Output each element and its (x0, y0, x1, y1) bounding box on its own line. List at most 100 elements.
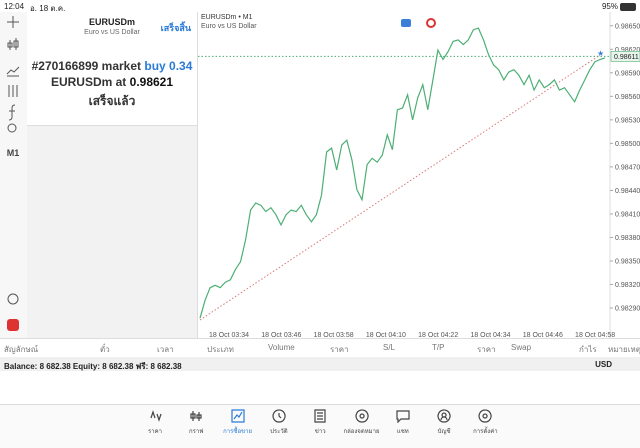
last-price-label: 0.98611 (614, 54, 639, 61)
price-label: 0.98620 (615, 47, 640, 54)
balance: Balance: 8 682.38 Equity: 8 682.38 ฟรี: … (4, 362, 182, 371)
tab-icon (150, 410, 162, 422)
column-header: เวลา (157, 345, 174, 354)
column-header: สัญลักษณ์ (4, 345, 39, 354)
date: อ. 18 ต.ค. (30, 4, 66, 13)
last-price-box (610, 51, 640, 62)
time-label: 18 Oct 03:46 (261, 332, 301, 338)
tab-icon-shape (190, 411, 202, 421)
order-panel: EURUSDm Euro vs US Dollar เสร็จสิ้น #270… (27, 12, 198, 338)
one-click-button[interactable] (426, 18, 436, 28)
tab-label: บัญชี (437, 429, 451, 435)
order-text: #270166899 market (31, 59, 142, 73)
app-icon[interactable] (7, 319, 19, 331)
time: 12:04 (4, 2, 25, 11)
time-label: 18 Oct 03:58 (314, 332, 354, 338)
trade-button[interactable] (401, 19, 411, 27)
tab-bar: ราคา กราฟ การซื้อขาย ประวัติ ข่าว กล่องจดหมาย… (0, 404, 640, 448)
timeframe[interactable]: M1 (7, 148, 20, 158)
function-icon[interactable] (8, 104, 16, 121)
tab[interactable]: ราคา (135, 409, 175, 436)
tab[interactable]: ข่าว (300, 409, 340, 436)
tab[interactable]: แชท (383, 409, 423, 436)
tab-icon (396, 410, 410, 423)
tab-icon-shape (354, 409, 369, 423)
tab-icon (230, 409, 245, 423)
zoom-icon[interactable] (7, 293, 19, 305)
star-marker: ★ (597, 49, 604, 58)
price-label: 0.98380 (615, 235, 640, 242)
tab-label: ราคา (148, 429, 162, 435)
tab[interactable]: บัญชี (424, 409, 464, 436)
price-label: 0.98590 (615, 70, 640, 77)
order-result: เสร็จแล้ว (88, 94, 136, 108)
indicators-icon[interactable] (8, 85, 18, 97)
symbol: EURUSDm (88, 17, 135, 27)
tab[interactable]: การซื้อขาย (218, 409, 258, 436)
column-header: ราคา (477, 345, 496, 354)
price-label: 0.98350 (615, 258, 640, 265)
time-label: 18 Oct 04:34 (470, 332, 510, 338)
price-label: 0.98500 (615, 141, 640, 148)
candles-icon[interactable] (7, 38, 19, 50)
tab-icon-shape (478, 409, 493, 423)
price-label: 0.98470 (615, 164, 640, 171)
tab-label: ประวัติ (270, 429, 288, 435)
order-card: EURUSDm Euro vs US Dollar เสร็จสิ้น #270… (27, 12, 197, 126)
message-line-1: #270166899 market buy 0.34 (27, 59, 197, 73)
tab-label: กล่องจดหมาย (343, 429, 380, 435)
order-side: buy 0.34 (144, 59, 193, 73)
column-header: ประเภท (207, 345, 234, 354)
done-button[interactable]: เสร็จสิ้น (160, 23, 191, 33)
column-header: หมายเหตุ (608, 345, 640, 354)
battery-icon (620, 3, 636, 11)
time-label: 18 Oct 04:10 (366, 332, 406, 338)
objects-icon[interactable] (7, 123, 17, 133)
tab[interactable]: การตั้งค่า (465, 409, 505, 436)
currency: USD (595, 360, 612, 369)
column-header: T/P (432, 343, 445, 352)
price-label: 0.98290 (615, 306, 640, 313)
balance-bar: Balance: 8 682.38 Equity: 8 682.38 ฟรี: … (0, 357, 640, 371)
tab-icon-shape (150, 410, 162, 422)
chart-subtitle: Euro vs US Dollar (201, 23, 257, 30)
tab-icon-shape (396, 410, 410, 423)
tab-icon-shape (272, 409, 286, 423)
tab-icon-shape (314, 409, 326, 423)
tab-icon (190, 411, 202, 421)
order-price: 0.98621 (129, 75, 174, 89)
tab-label: การซื้อขาย (223, 429, 253, 435)
price-label: 0.98410 (615, 211, 640, 218)
toolbar-icons: M1 (6, 16, 20, 331)
tab[interactable]: กล่องจดหมาย (342, 409, 382, 436)
time-label: 18 Oct 04:58 (575, 332, 615, 338)
price-label: 0.98560 (615, 94, 640, 101)
price-label: 0.98530 (615, 117, 640, 124)
tab-icon (272, 409, 286, 423)
tab-label: ข่าว (314, 429, 326, 435)
tab-icon (478, 409, 493, 423)
chart: EURUSDm • M1 Euro vs US Dollar 0.98650 0.… (198, 12, 640, 338)
crosshair-icon[interactable] (7, 16, 19, 28)
status-bar: 12:04 อ. 18 ต.ค. 95% (0, 0, 640, 13)
trend-line (199, 54, 601, 321)
column-header: S/L (383, 343, 396, 352)
column-header: ตั๋ว (100, 345, 110, 354)
tab-icon-shape (437, 409, 451, 423)
time-label: 18 Oct 04:22 (418, 332, 458, 338)
chart-type-icon[interactable] (6, 66, 20, 77)
column-header: Swap (511, 343, 532, 352)
column-header: ราคา (330, 345, 349, 354)
time-label: 18 Oct 04:46 (523, 332, 563, 338)
table-header: สัญลักษณ์ ตั๋ว เวลา ประเภท Volume ราคา S/L T/P ร… (0, 338, 640, 358)
tab[interactable]: ประวัติ (259, 409, 299, 436)
tab-icon (437, 409, 451, 423)
column-header: Volume (268, 343, 295, 352)
price-label: 0.98320 (615, 282, 640, 289)
price-label: 0.98650 (615, 23, 640, 30)
chart-title: EURUSDm • M1 (201, 14, 253, 21)
battery: 95% (601, 2, 618, 11)
tab-label: การตั้งค่า (473, 429, 498, 435)
tab[interactable]: กราฟ (176, 409, 216, 436)
